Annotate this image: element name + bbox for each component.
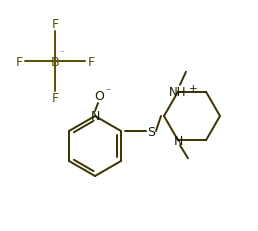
Text: ⁻: ⁻ — [59, 49, 64, 58]
Text: S: S — [147, 125, 155, 138]
Text: F: F — [15, 55, 22, 68]
Text: F: F — [51, 18, 59, 31]
Text: +: + — [189, 83, 198, 93]
Text: F: F — [51, 92, 59, 105]
Text: O: O — [94, 89, 104, 102]
Text: F: F — [87, 55, 95, 68]
Text: B: B — [51, 55, 59, 68]
Text: N: N — [90, 110, 100, 123]
Text: NH: NH — [169, 86, 187, 99]
Text: N: N — [173, 134, 183, 147]
Text: ⁻: ⁻ — [105, 87, 110, 97]
